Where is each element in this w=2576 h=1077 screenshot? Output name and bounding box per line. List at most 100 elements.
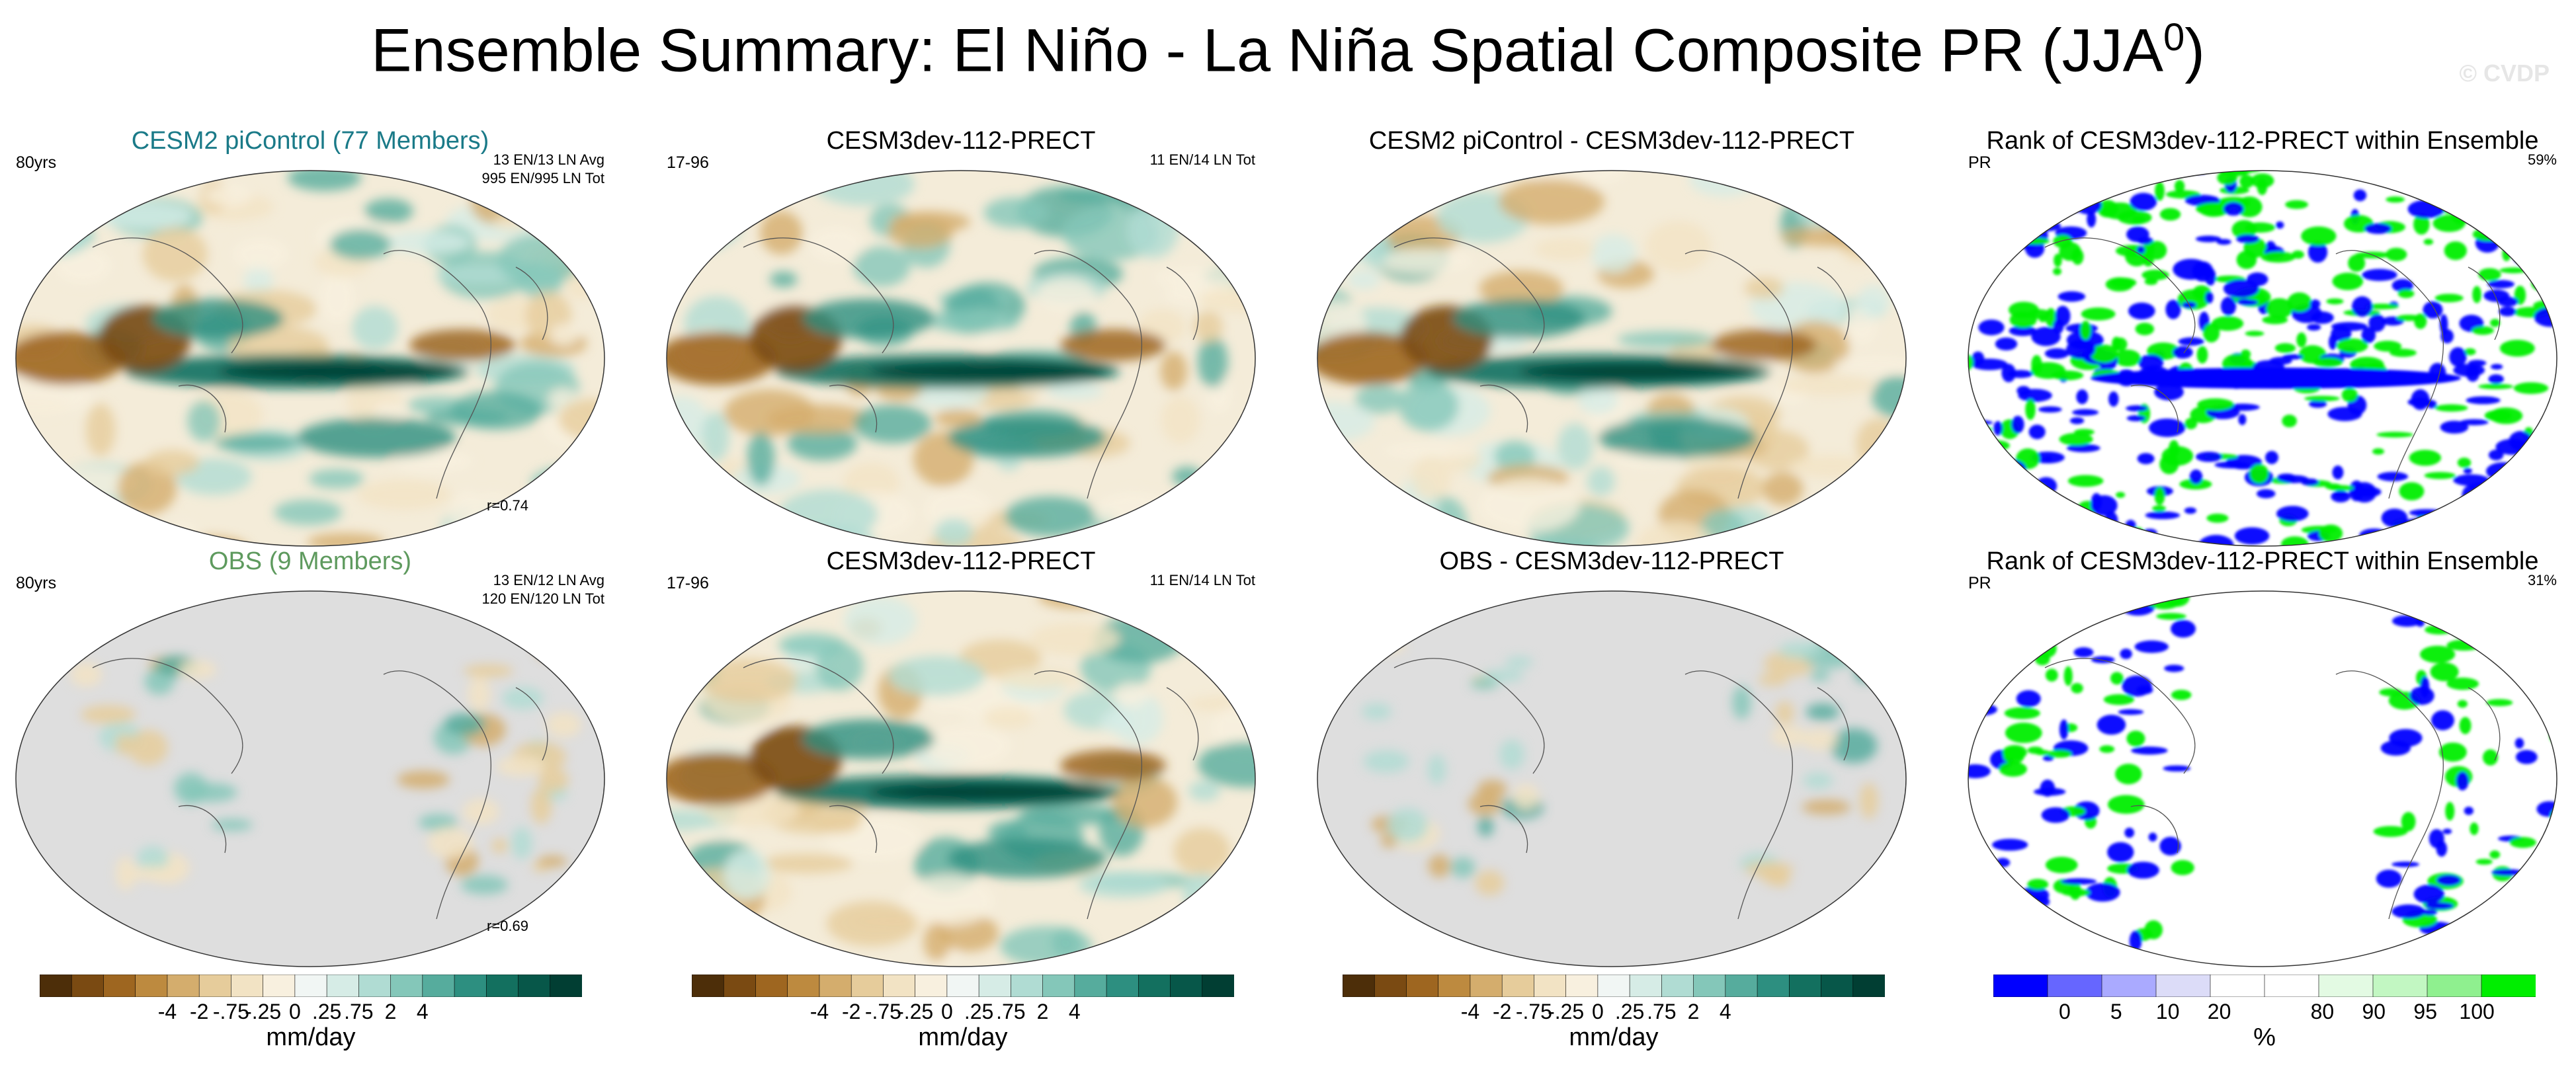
field-patch <box>2494 633 2526 648</box>
field-patch <box>667 934 689 967</box>
field-patch <box>1979 928 2006 947</box>
colorbar: -4 -2 -.75 -.25 0 .25.75 2 4 mm/day <box>40 975 582 1052</box>
field-patch <box>1398 379 1459 431</box>
field-patch <box>1758 673 1788 686</box>
field-patch <box>2309 299 2321 309</box>
colorbar-swatch <box>231 975 264 997</box>
field-patch <box>1112 776 1178 828</box>
field-patch <box>95 201 193 230</box>
colorbar-tick-label: -4 <box>810 1000 829 1023</box>
colorbar-swatch <box>294 975 327 997</box>
field-patch <box>2128 302 2155 320</box>
panel-title: CESM3dev-112-PRECT <box>826 547 1096 575</box>
colorbar-tick-label: -2 <box>1492 1000 1512 1023</box>
field-patch <box>2469 200 2478 216</box>
field-patch <box>1968 437 2000 448</box>
field-patch <box>2438 742 2467 762</box>
field-patch <box>2056 176 2091 182</box>
field-patch <box>2165 299 2181 319</box>
field-patch <box>2110 672 2124 685</box>
field-patch <box>1968 264 1972 282</box>
field-patch <box>2487 280 2514 289</box>
field-patch <box>2159 208 2181 221</box>
field-patch <box>700 658 798 703</box>
field-patch <box>2497 296 2518 307</box>
field-patch <box>2251 173 2274 188</box>
field-patch <box>1968 171 1988 187</box>
difference-map <box>1317 170 1907 547</box>
field-patch <box>142 227 208 282</box>
field-patch <box>2374 340 2402 352</box>
field-patch <box>2332 272 2364 290</box>
field-patch <box>2137 453 2155 465</box>
colorbar-tick-label: .75 <box>344 1000 374 1023</box>
field-patch <box>693 504 758 532</box>
field-patch <box>2212 316 2244 331</box>
field-patch <box>901 875 995 926</box>
field-patch <box>2533 875 2545 895</box>
field-patch <box>81 705 136 724</box>
field-patch <box>2005 723 2042 743</box>
field-patch <box>2067 475 2104 487</box>
field-patch <box>2497 518 2527 526</box>
field-patch <box>2162 591 2171 596</box>
field-patch <box>1197 336 1228 388</box>
field-patch <box>2491 869 2524 876</box>
field-patch <box>352 305 398 350</box>
field-patch <box>2193 171 2207 175</box>
field-patch <box>2472 326 2494 335</box>
panel-title: CESM2 piControl - CESM3dev-112-PRECT <box>1368 127 1855 155</box>
field-patch <box>2534 917 2557 929</box>
field-patch <box>2256 489 2276 499</box>
field-patch <box>1196 177 1255 225</box>
field-patch <box>1192 608 1224 659</box>
field-patch <box>808 226 865 263</box>
field-patch <box>2425 902 2454 910</box>
colorbar-tick-label: 100 <box>2459 1000 2495 1023</box>
map-border <box>1317 170 1907 547</box>
field-patch <box>427 826 474 859</box>
field-patch <box>2414 313 2427 329</box>
field-patch <box>2490 319 2501 327</box>
field-patch <box>1453 299 1585 339</box>
field-patch <box>2055 305 2071 327</box>
field-patch <box>1968 257 1995 278</box>
field-patch <box>2024 483 2045 494</box>
field-patch <box>2530 430 2557 444</box>
field-patch <box>2159 836 2181 856</box>
field-patch <box>2053 267 2062 276</box>
field-patch <box>2016 690 2041 707</box>
field-patch <box>2502 247 2511 262</box>
field-patch <box>2171 690 2192 700</box>
field-patch <box>1058 186 1130 203</box>
colorbar-swatch <box>518 975 551 997</box>
period-label: 17-96 <box>667 153 709 172</box>
field-patch <box>1160 351 1188 391</box>
field-patch <box>1968 863 1988 873</box>
field-patch <box>2113 337 2128 351</box>
field-patch <box>2206 513 2229 523</box>
event-count: 11 EN/14 LN Tot <box>1149 572 1255 588</box>
colorbar-swatch <box>1757 975 1790 997</box>
field-patch <box>2127 861 2159 879</box>
field-patch <box>1346 270 1381 290</box>
field-patch <box>1029 623 1120 656</box>
field-patch <box>2362 268 2397 281</box>
field-patch <box>2499 306 2516 317</box>
field-patch <box>307 533 385 546</box>
field-patch <box>1744 277 1784 299</box>
field-patch <box>2237 298 2252 305</box>
field-patch <box>1078 871 1169 898</box>
field-patch <box>2052 370 2084 381</box>
field-patch <box>2489 407 2523 424</box>
field-patch <box>1427 754 1446 785</box>
field-patch <box>2453 364 2485 377</box>
field-patch <box>536 641 561 659</box>
coastline <box>743 237 1199 499</box>
field-patch <box>319 272 356 325</box>
colorbar-swatch <box>454 975 487 997</box>
field-patch <box>2087 211 2097 228</box>
field-patch <box>2459 717 2472 735</box>
field-patch <box>2477 496 2487 503</box>
colorbar-tick-label: .75 <box>996 1000 1026 1023</box>
